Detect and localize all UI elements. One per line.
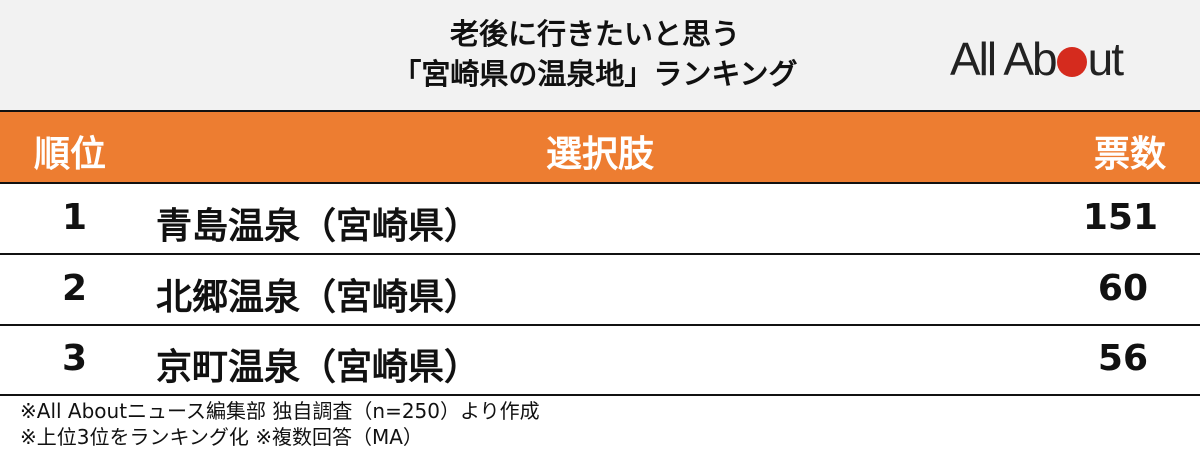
table-row: 3 京町温泉（宮崎県） 56 <box>0 325 1200 396</box>
table-header: 順位 選択肢 票数 <box>0 112 1200 184</box>
title-banner: 老後に行きたいと思う 「宮崎県の温泉地」ランキング All Ab ut <box>0 0 1200 112</box>
chart-title: 老後に行きたいと思う 「宮崎県の温泉地」ランキング <box>300 14 890 94</box>
option-cell: 青島温泉（宮崎県） <box>156 206 481 247</box>
footnote-source: ※All Aboutニュース編集部 独自調査（n=250）より作成 <box>20 399 540 423</box>
footnote-method: ※上位3位をランキング化 ※複数回答（MA） <box>20 425 423 449</box>
title-line-1: 老後に行きたいと思う <box>449 17 740 51</box>
rank-cell: 1 <box>62 197 88 238</box>
column-header-option: 選択肢 <box>545 134 654 175</box>
option-cell: 京町温泉（宮崎県） <box>156 347 481 388</box>
logo-dot-icon <box>1056 47 1087 77</box>
rank-cell: 3 <box>62 338 88 379</box>
table-row: 2 北郷温泉（宮崎県） 60 <box>0 255 1200 326</box>
option-cell: 北郷温泉（宮崎県） <box>156 277 481 318</box>
footnotes: ※All Aboutニュース編集部 独自調査（n=250）より作成 ※上位3位を… <box>20 398 540 450</box>
column-header-votes: 票数 <box>1093 134 1166 175</box>
title-line-2: 「宮崎県の温泉地」ランキング <box>392 57 798 91</box>
column-header-rank: 順位 <box>34 134 107 175</box>
votes-cell: 60 <box>1097 268 1148 309</box>
votes-cell: 56 <box>1097 338 1148 379</box>
rank-cell: 2 <box>62 268 88 309</box>
table-row: 1 青島温泉（宮崎県） 151 <box>0 184 1200 255</box>
all-about-logo: All Ab ut <box>950 33 1124 85</box>
votes-cell: 151 <box>1082 197 1158 238</box>
